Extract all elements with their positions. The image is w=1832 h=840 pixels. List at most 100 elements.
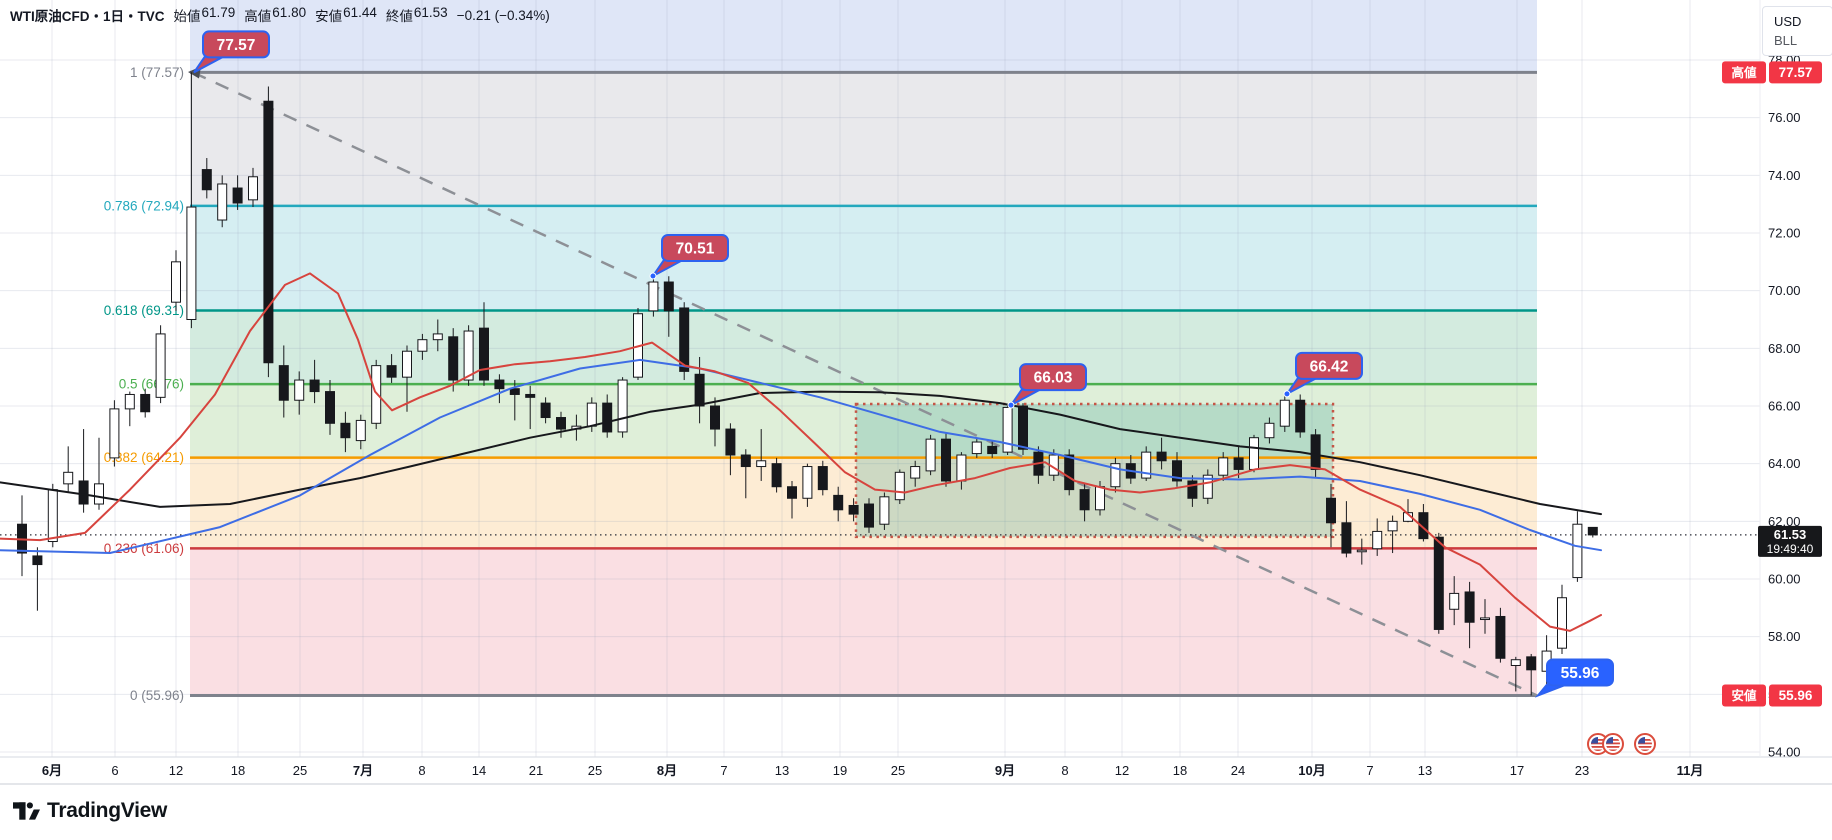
candle <box>1202 469 1213 505</box>
low-price-badge: 安値 55.96 <box>1722 684 1822 707</box>
candle-body <box>479 327 489 381</box>
candle <box>1464 581 1475 649</box>
price-callout-77.57[interactable]: 77.57 <box>193 30 270 74</box>
candlestick-series <box>17 72 1598 696</box>
candle-body <box>1433 536 1444 630</box>
price-tick-label: 70.00 <box>1768 283 1801 298</box>
candle-body <box>771 463 782 488</box>
candle <box>386 354 397 383</box>
candle-body <box>325 391 335 424</box>
price-callout-66.03[interactable]: 66.03 <box>1007 363 1087 409</box>
time-label-day: 17 <box>1510 763 1524 778</box>
candle <box>833 486 844 522</box>
callout-anchor-dot <box>1007 401 1015 409</box>
price-tick-label: 54.00 <box>1768 744 1801 759</box>
candle-body <box>879 496 890 525</box>
us-flag-event-icon[interactable] <box>1634 733 1656 755</box>
candle-body <box>817 466 828 491</box>
us-flag-event-icon[interactable] <box>1587 733 1609 755</box>
candle <box>925 434 936 476</box>
tradingview-logo-icon <box>13 802 40 820</box>
candle-body <box>1372 530 1383 550</box>
candle-body <box>217 183 228 221</box>
time-axis[interactable]: 6月 6 12 18 25 7月 8 14 21 25 8月 7 13 19 25 9月 8 12 18 24 10月 7… <box>42 763 1703 778</box>
fib-label-0.786: 0.786 (72.94) <box>104 198 184 213</box>
callout-bubble[interactable] <box>1295 351 1363 380</box>
candle-body <box>1172 460 1182 482</box>
candle-body <box>1387 520 1398 532</box>
low-price-badge-tag-bg <box>1722 684 1766 707</box>
candle-body <box>556 417 566 430</box>
candle-body <box>1526 656 1537 671</box>
candle <box>941 431 951 487</box>
price-tick-label: 58.00 <box>1768 629 1801 644</box>
candle-body <box>432 333 443 341</box>
ma-slow-black <box>0 390 1602 516</box>
unit-label: BLL <box>1774 33 1798 48</box>
candle-body <box>278 365 289 401</box>
fibonacci-retracement[interactable]: 1 (77.57) 0.786 (72.94) 0.618 (69.31) 0.5 (… <box>104 65 1538 703</box>
price-axis[interactable]: 78.0076.0074.0072.0070.0068.0066.0064.00… <box>1768 53 1801 760</box>
candle-body <box>1233 457 1244 470</box>
candle-body <box>864 503 874 528</box>
candle <box>1279 393 1290 432</box>
candle <box>771 457 782 493</box>
candle <box>1295 394 1306 438</box>
fib-trendline[interactable] <box>192 71 1538 697</box>
fib-label-0.5: 0.5 (66.76) <box>119 377 184 392</box>
time-label-day: 13 <box>1418 763 1432 778</box>
high-price-badge-tag: 高値 <box>1731 65 1757 80</box>
candle <box>756 429 767 481</box>
candle <box>971 437 982 458</box>
price-tick-label: 60.00 <box>1768 571 1801 586</box>
candle-body <box>448 336 459 381</box>
time-label-day: 19 <box>833 763 847 778</box>
candle <box>1387 515 1398 554</box>
fib-band-0.236 <box>190 548 1537 696</box>
chart-canvas[interactable]: 1 (77.57) 0.786 (72.94) 0.618 (69.31) 0.5 (… <box>0 0 1832 785</box>
time-label-month: 8月 <box>657 763 677 778</box>
candle-body <box>1310 434 1321 470</box>
candle <box>1480 599 1490 634</box>
high-price-badge-value: 77.57 <box>1779 65 1813 80</box>
callout-bubble[interactable] <box>1019 363 1087 392</box>
candle <box>17 495 27 577</box>
callout-text: 55.96 <box>1561 665 1600 682</box>
candle <box>648 275 659 317</box>
candle <box>1356 538 1367 565</box>
flag-face <box>1606 737 1620 751</box>
callout-text: 66.03 <box>1034 370 1073 387</box>
callout-bubble[interactable] <box>661 233 729 262</box>
candle-body <box>386 365 397 378</box>
candle <box>802 463 813 507</box>
candle <box>232 175 243 210</box>
candle-body <box>925 438 936 472</box>
callout-bubble[interactable] <box>1546 658 1614 687</box>
candle <box>355 414 366 450</box>
us-flag-event-icon[interactable] <box>1602 733 1624 755</box>
candle-body <box>956 454 967 482</box>
price-callout-55.96[interactable]: 55.96 <box>1534 658 1614 698</box>
candle <box>1510 656 1521 692</box>
candle <box>94 437 104 510</box>
low-price-badge-value: 55.96 <box>1779 688 1813 703</box>
candle <box>1156 437 1167 470</box>
price-callout-70.51[interactable]: 70.51 <box>649 233 729 280</box>
price-callout-66.42[interactable]: 66.42 <box>1283 351 1363 398</box>
tradingview-logo[interactable]: TradingView <box>13 799 167 823</box>
candle <box>325 380 335 435</box>
ma-mid-blue <box>0 358 1602 554</box>
callout-bubble[interactable] <box>202 30 270 59</box>
time-label-month: 6月 <box>42 763 62 778</box>
candle-body <box>1095 486 1105 511</box>
candle-body <box>509 388 520 395</box>
time-label-month: 9月 <box>995 763 1015 778</box>
candle-body <box>371 365 382 424</box>
bar-countdown-timer: 19:49:40 <box>1767 542 1814 556</box>
low-price-badge-tag: 安値 <box>1731 688 1757 703</box>
last-price-value: 61.53 <box>1774 527 1807 542</box>
candle <box>1372 518 1383 556</box>
fib-band-above-1 <box>190 0 1537 73</box>
candle-body <box>232 187 243 204</box>
